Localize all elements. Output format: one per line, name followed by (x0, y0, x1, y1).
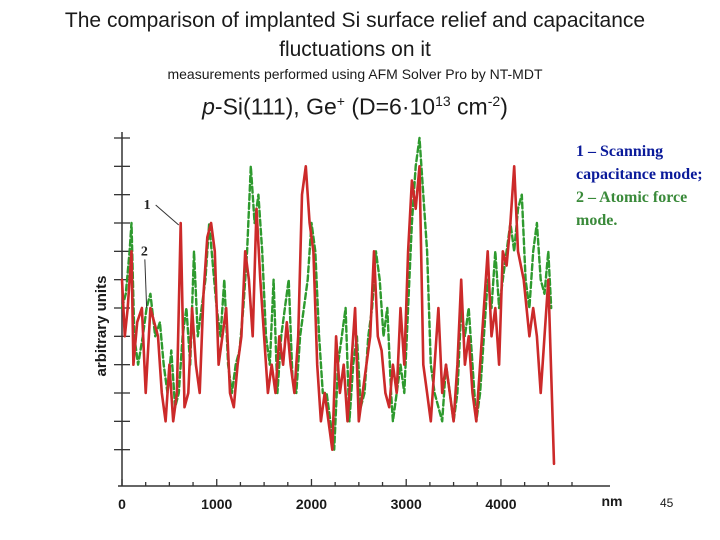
sample-close: ) (500, 93, 508, 120)
slide-subtitle: measurements performed using AFM Solver … (167, 66, 543, 82)
series-1-line (120, 165, 556, 466)
legend-item-scanning-capacitance: 1 – Scanning capacitance mode; (576, 143, 703, 183)
sample-description: p-Si(111), Ge+ (D=6·1013 cm-2) (60, 93, 650, 121)
sample-dose: (D=6·10 (344, 93, 436, 120)
legend-item-atomic-force: 2 – Atomic force mode. (576, 189, 688, 229)
sample-dose-exponent: 13 (435, 93, 451, 109)
x-tick-label-4000: 4000 (485, 496, 516, 512)
curve-pointer-1 (155, 204, 180, 226)
x-tick-label-1000: 1000 (201, 496, 232, 512)
x-tick-label-2000: 2000 (296, 496, 327, 512)
sample-unit: cm (450, 93, 488, 120)
sample-main: -Si(111), Ge (214, 93, 337, 120)
page-number: 45 (660, 496, 674, 510)
chart-annotations: 12 (141, 198, 180, 309)
curve-label-1: 1 (144, 198, 151, 213)
chart-series (120, 136, 556, 466)
y-axis-label: arbitrary units (93, 276, 110, 377)
sample-prefix: p (202, 93, 215, 120)
x-axis-label: nm (602, 493, 623, 509)
x-tick-label-3000: 3000 (391, 496, 422, 512)
chart-legend: 1 – Scanning capacitance mode; 2 – Atomi… (576, 140, 716, 232)
chart-axes: 0 1000 2000 3000 4000 nm arbitrary units (93, 132, 623, 512)
curve-label-2: 2 (141, 244, 148, 259)
x-tick-label-0: 0 (118, 496, 126, 512)
curve-pointer-2 (144, 259, 148, 309)
sample-unit-exponent: -2 (487, 93, 501, 109)
sample-ion-charge: + (336, 93, 345, 109)
slide-title: The comparison of implanted Si surface r… (64, 9, 646, 61)
